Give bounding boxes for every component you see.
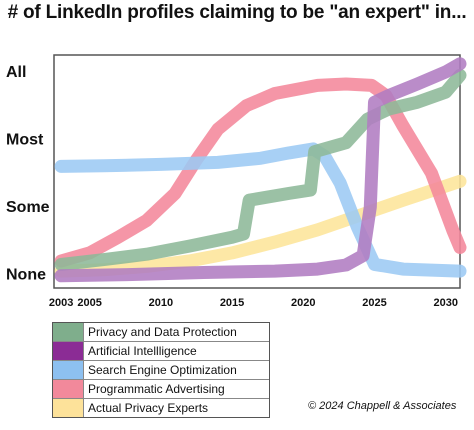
x-tick-label: 2030 [434,297,458,309]
y-tick-label: Most [6,131,44,148]
series-lines [54,57,467,283]
copyright-notice: © 2024 Chappell & Associates [308,400,457,412]
y-tick-label: None [6,266,46,283]
legend-label: Actual Privacy Experts [88,401,209,415]
legend-item: Artificial Intellligence [53,341,269,360]
legend-swatch [53,399,84,417]
series-line [54,77,467,268]
chart-title: # of LinkedIn profiles claiming to be "a… [7,2,467,23]
legend-swatch [53,380,84,398]
series-line [54,57,467,283]
x-tick-label: 2005 [77,297,101,309]
y-axis-labels: None Some Most All [6,64,50,284]
series-line [54,174,467,278]
legend-label: Search Engine Optimization [88,363,237,377]
legend-label: Artificial Intellligence [88,344,197,358]
plot-frame [53,54,461,289]
y-tick-label: Some [6,199,50,216]
legend: Privacy and Data Protection Artificial I… [52,322,270,418]
legend-label: Programmatic Advertising [88,382,225,396]
legend-item: Actual Privacy Experts [53,398,269,417]
series-line [54,68,467,271]
legend-item: Search Engine Optimization [53,360,269,379]
x-tick-label: 2025 [362,297,386,309]
legend-swatch [53,323,84,341]
legend-item: Programmatic Advertising [53,379,269,398]
legend-swatch [53,342,84,360]
x-tick-label: 2003 [49,297,73,309]
x-tick-label: 2020 [291,297,315,309]
legend-item: Privacy and Data Protection [53,323,269,341]
legend-swatch [53,361,84,379]
x-tick-label: 2010 [149,297,173,309]
y-tick-label: All [6,64,26,81]
x-tick-label: 2015 [220,297,244,309]
x-axis-labels: 2003 2005 2010 2015 2020 2025 2030 [49,297,458,309]
legend-label: Privacy and Data Protection [88,325,237,339]
